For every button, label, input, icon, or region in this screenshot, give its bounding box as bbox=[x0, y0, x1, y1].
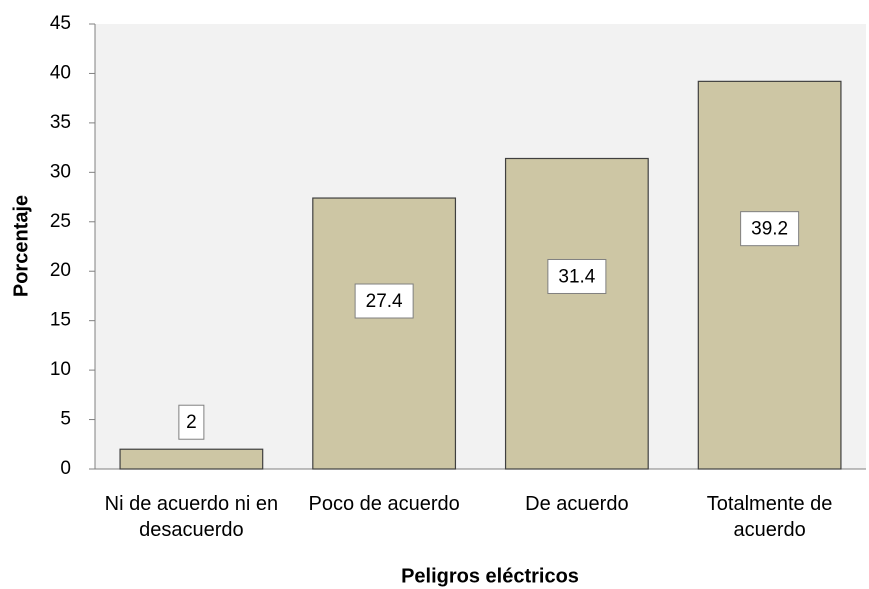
value-label: 27.4 bbox=[366, 291, 403, 312]
bar bbox=[697, 80, 842, 470]
y-tick-label: 10 bbox=[50, 359, 71, 380]
y-tick-label: 25 bbox=[50, 211, 71, 232]
y-tick-label: 45 bbox=[50, 13, 71, 34]
y-axis-label: Porcentaje bbox=[10, 195, 32, 297]
y-tick-label: 40 bbox=[50, 62, 71, 83]
bar bbox=[312, 197, 457, 470]
x-tick-label: Ni de acuerdo ni en desacuerdo bbox=[104, 493, 279, 541]
y-tick-label: 20 bbox=[50, 260, 71, 281]
value-label-box bbox=[178, 404, 205, 440]
x-tick-label: Poco de acuerdo bbox=[308, 493, 460, 515]
y-tick-label: 0 bbox=[60, 458, 71, 479]
value-label: 39.2 bbox=[751, 219, 788, 240]
x-axis-label: Peligros eléctricos bbox=[401, 565, 579, 587]
x-tick-label: De acuerdo bbox=[525, 493, 629, 515]
y-tick-label: 30 bbox=[50, 161, 71, 182]
value-label-box bbox=[547, 258, 607, 294]
bar bbox=[504, 157, 649, 470]
value-label-box bbox=[740, 211, 800, 247]
value-label-box bbox=[354, 283, 414, 319]
y-tick-label: 5 bbox=[60, 409, 71, 430]
value-label: 31.4 bbox=[558, 266, 595, 287]
y-tick-label: 15 bbox=[50, 310, 71, 331]
value-label: 2 bbox=[186, 412, 197, 433]
y-tick-label: 35 bbox=[50, 112, 71, 133]
bar bbox=[119, 448, 264, 470]
x-tick-label: Totalmente de acuerdo bbox=[706, 493, 833, 541]
